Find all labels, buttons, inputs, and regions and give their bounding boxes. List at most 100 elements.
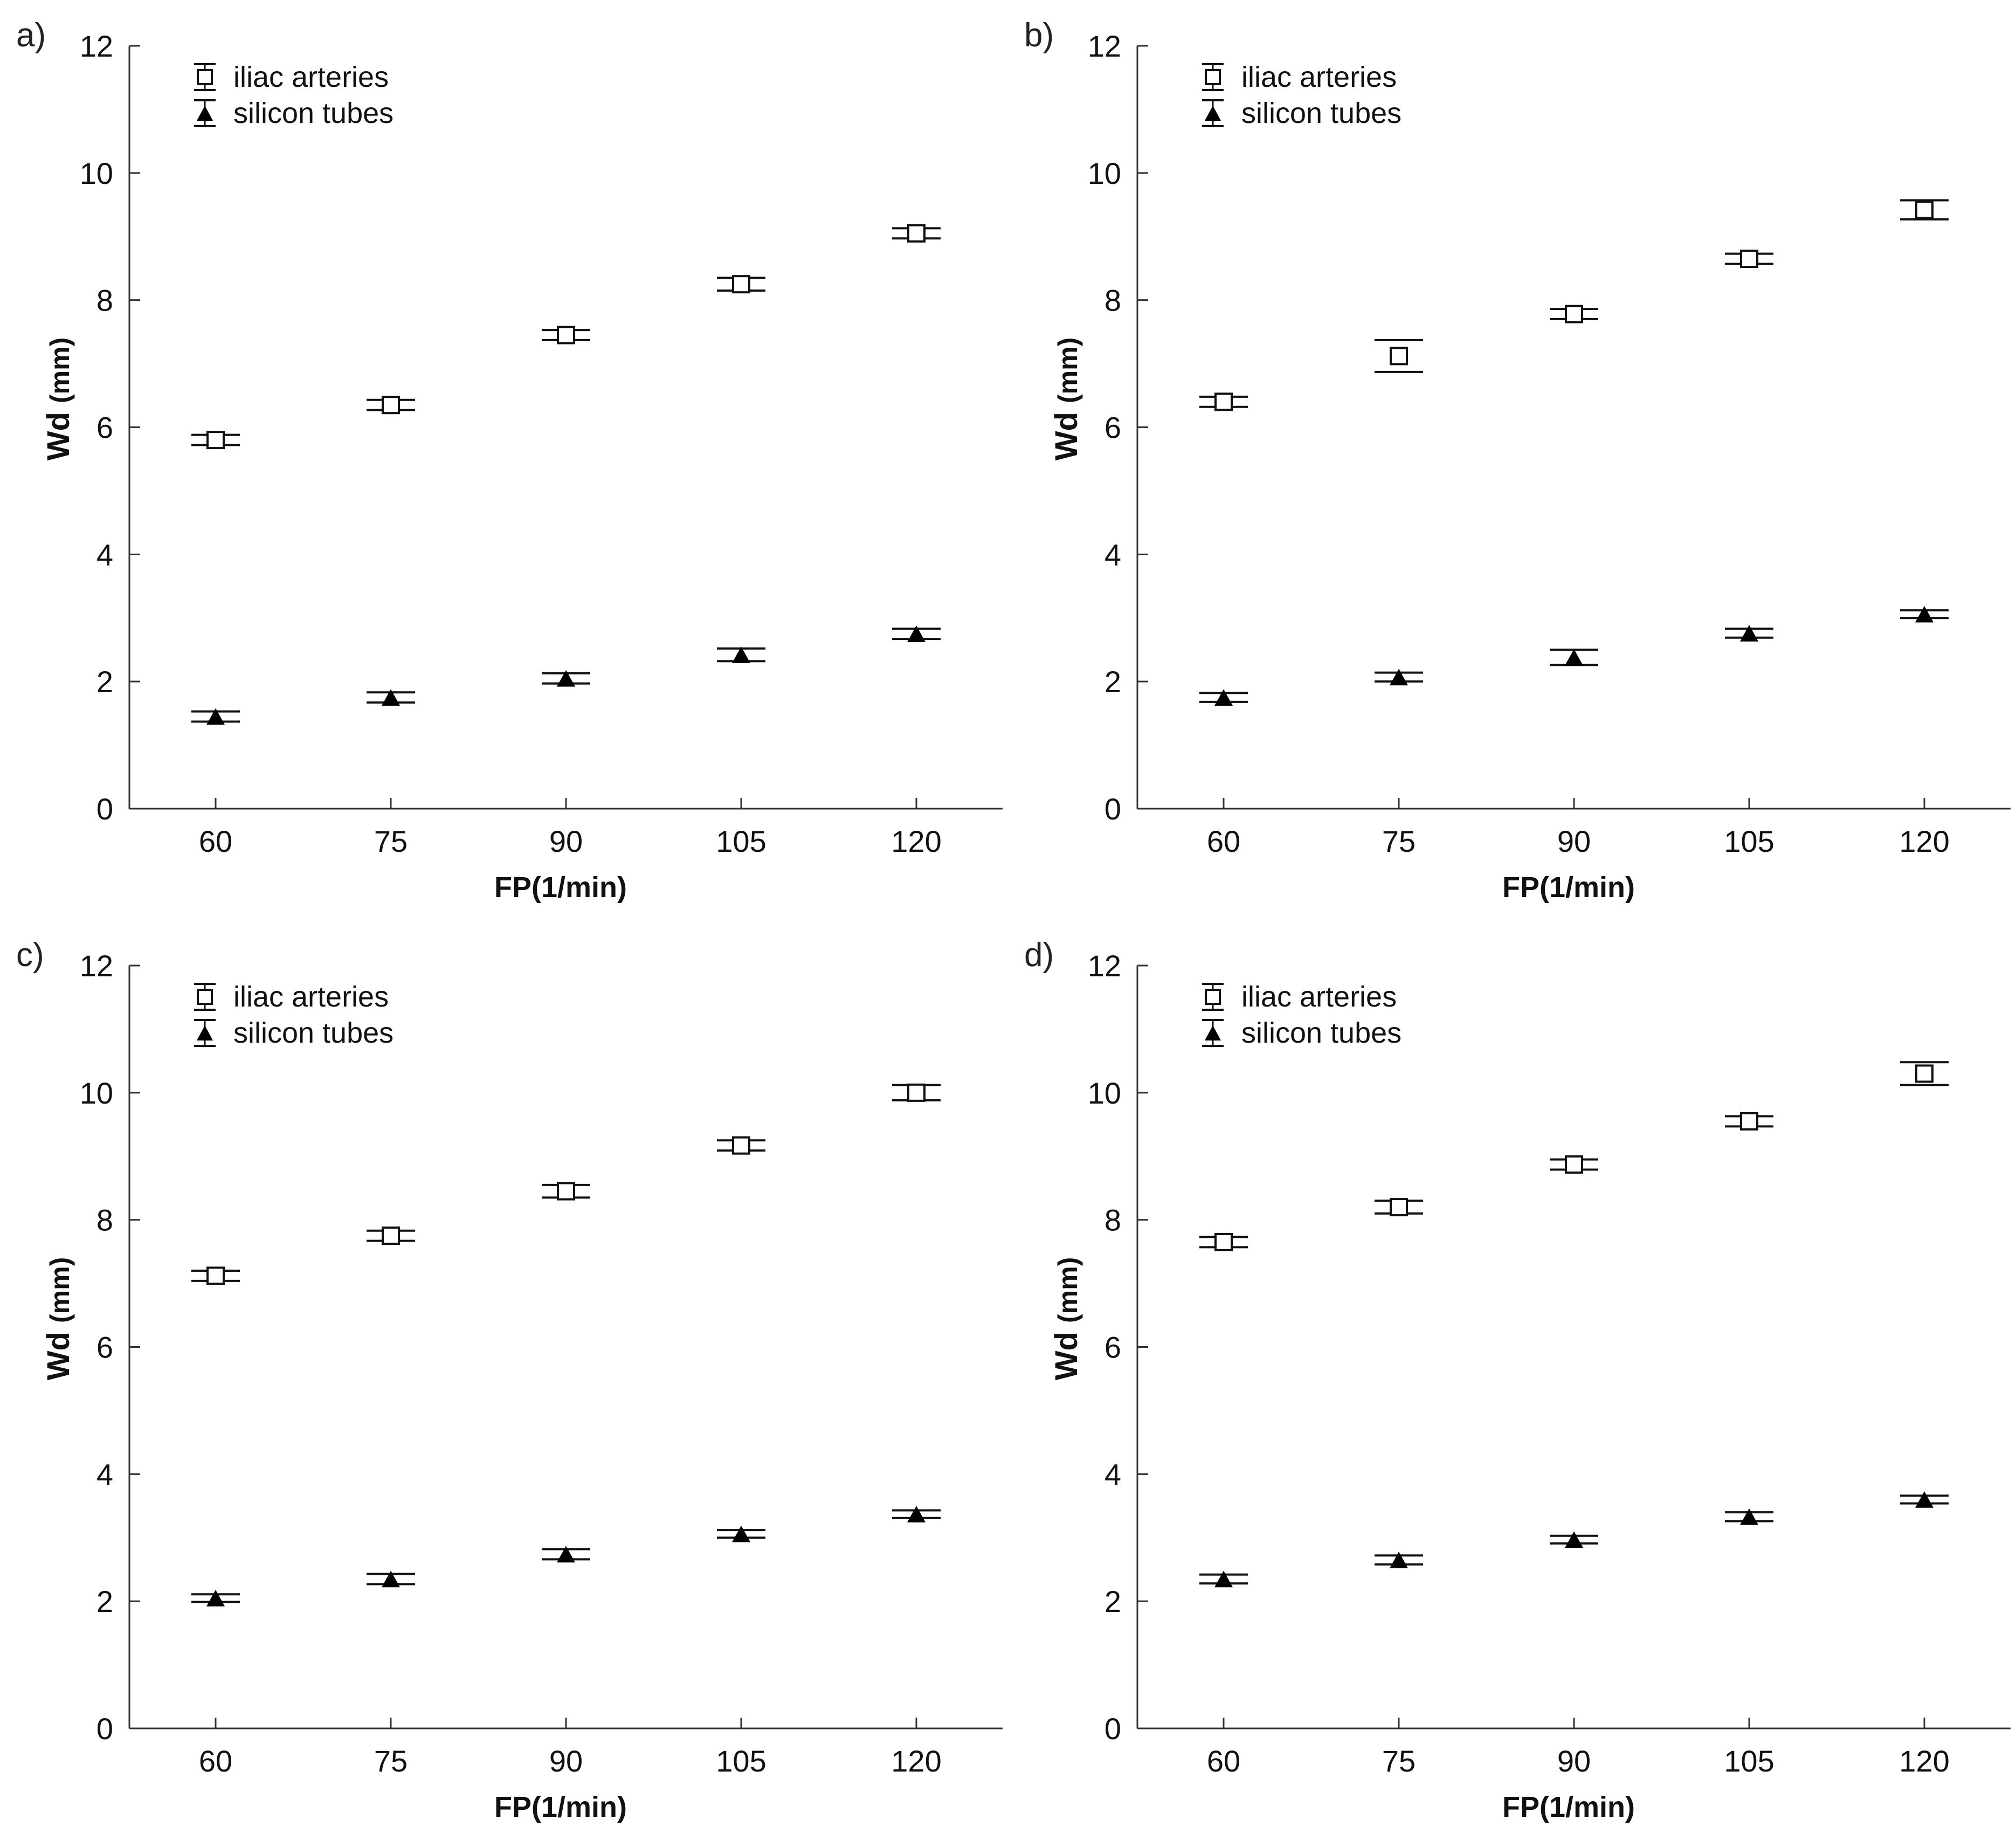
silicon-tubes-point <box>557 1546 575 1563</box>
iliac-arteries-point <box>907 224 926 243</box>
legend-filled-triangle <box>1205 1025 1221 1040</box>
y-tick-label: 0 <box>96 792 113 826</box>
silicon-tubes-point <box>907 1506 926 1522</box>
legend-marker-svg <box>194 1018 216 1047</box>
panel-label: b) <box>1024 17 1054 54</box>
x-tick-label: 90 <box>549 1744 583 1778</box>
silicon-tubes-point <box>206 1589 225 1607</box>
iliac-arteries-point <box>1565 305 1583 323</box>
x-tick-label: 105 <box>1724 1744 1774 1778</box>
y-tick-label: 4 <box>1104 1457 1121 1491</box>
y-tick-label: 0 <box>96 1712 113 1746</box>
y-tick-label: 12 <box>80 949 113 983</box>
y-tick-label: 10 <box>1088 156 1121 190</box>
x-tick-label: 60 <box>1207 1744 1240 1778</box>
y-tick-label: 12 <box>1088 949 1121 983</box>
panel-label: d) <box>1024 936 1054 974</box>
legend-item-iliac-arteries: iliac arteries <box>186 58 389 94</box>
panel-label: c) <box>16 936 44 974</box>
legend-label: silicon tubes <box>233 97 394 129</box>
iliac-arteries-point <box>1740 1112 1758 1131</box>
legend-item-iliac-arteries: iliac arteries <box>1194 978 1397 1014</box>
x-tick-label: 60 <box>199 824 232 858</box>
silicon-tubes-point <box>1915 1491 1934 1508</box>
iliac-arteries-point <box>1915 201 1934 219</box>
open-square-marker-icon <box>186 981 224 1013</box>
x-tick-label: 75 <box>1382 1744 1416 1778</box>
y-tick-label: 8 <box>1104 1203 1121 1237</box>
legend-marker-svg <box>1202 982 1224 1011</box>
legend-marker-svg <box>194 982 216 1011</box>
legend-label: iliac arteries <box>233 60 389 93</box>
filled-triangle-marker-icon <box>1194 97 1232 129</box>
x-tick-label: 105 <box>1724 824 1774 858</box>
silicon-tubes-point <box>732 646 750 663</box>
plot-area: 0 2 4 6 8 10 12 60 75 90 105 120 <box>80 949 1003 1778</box>
iliac-arteries-point <box>557 1182 575 1201</box>
legend-item-silicon-tubes: silicon tubes <box>1194 1014 1401 1050</box>
filled-triangle-marker-icon <box>1194 1017 1232 1049</box>
silicon-tubes-point <box>1390 669 1408 686</box>
y-tick-label: 8 <box>1104 284 1121 318</box>
legend-marker-svg <box>1202 1018 1224 1047</box>
y-tick-label: 2 <box>96 665 113 699</box>
iliac-arteries-point <box>382 396 400 415</box>
silicon-tubes-point <box>206 708 225 725</box>
x-tick-label: 75 <box>374 824 408 858</box>
legend-filled-triangle <box>197 105 213 121</box>
iliac-arteries-point <box>1214 392 1233 411</box>
legend-filled-triangle <box>1205 105 1221 121</box>
silicon-tubes-point <box>1740 625 1758 642</box>
legend-item-iliac-arteries: iliac arteries <box>1194 58 1397 94</box>
iliac-arteries-point <box>206 1266 225 1285</box>
iliac-arteries-point <box>1390 1198 1408 1217</box>
y-tick-label: 10 <box>80 156 113 190</box>
y-tick-label: 2 <box>96 1584 113 1618</box>
iliac-arteries-point <box>206 431 225 450</box>
x-tick-label: 90 <box>1557 824 1591 858</box>
plot-area: 0 2 4 6 8 10 12 60 75 90 105 120 <box>80 29 1003 858</box>
x-tick-label: 75 <box>374 1744 408 1778</box>
filled-triangle-marker-icon <box>186 1017 224 1049</box>
iliac-arteries-point <box>1565 1155 1583 1174</box>
chart-panel-b: b) 0 2 4 6 8 10 12 60 75 90 105 120 Wd (mm) FP(1/mi… <box>1008 0 2016 920</box>
y-tick-label: 8 <box>96 1203 113 1237</box>
y-axis-unit: (mm) <box>1053 1257 1083 1323</box>
chart-panel-d: d) 0 2 4 6 8 10 12 60 75 90 105 120 Wd (mm) FP(1/mi… <box>1008 920 2016 1839</box>
chart-panel-a: a) 0 2 4 6 8 10 12 60 75 90 105 120 Wd (mm) FP(1/mi… <box>0 0 1008 920</box>
y-tick-label: 0 <box>1104 792 1121 826</box>
legend-marker-svg <box>1202 99 1224 127</box>
panel-label: a) <box>16 17 46 54</box>
x-axis-label: FP(1/min) <box>1502 1791 1635 1823</box>
silicon-tubes-point <box>1214 689 1233 706</box>
silicon-tubes-point <box>382 689 400 706</box>
silicon-tubes-point <box>1565 1531 1583 1548</box>
legend-label: iliac arteries <box>1241 60 1397 93</box>
y-axis-title: Wd <box>41 1332 76 1381</box>
x-tick-label: 120 <box>1899 824 1949 858</box>
x-tick-label: 105 <box>716 824 766 858</box>
open-square-marker-icon <box>186 61 224 93</box>
y-tick-label: 10 <box>1088 1076 1121 1110</box>
y-tick-label: 6 <box>1104 411 1121 445</box>
x-axis-label: FP(1/min) <box>494 1791 627 1823</box>
iliac-arteries-point <box>1740 250 1758 268</box>
x-tick-label: 60 <box>1207 824 1240 858</box>
y-axis-title: Wd <box>1049 1332 1084 1381</box>
y-tick-label: 6 <box>1104 1331 1121 1365</box>
legend-label: silicon tubes <box>1241 1016 1402 1049</box>
y-axis-label: Wd (mm) <box>40 318 78 480</box>
silicon-tubes-point <box>1565 649 1583 666</box>
legend-label: silicon tubes <box>233 1016 394 1049</box>
plot-area: 0 2 4 6 8 10 12 60 75 90 105 120 <box>1088 29 2011 858</box>
iliac-arteries-point <box>732 275 750 294</box>
chart-panel-c: c) 0 2 4 6 8 10 12 60 75 90 105 120 Wd (mm) FP(1/mi… <box>0 920 1008 1839</box>
y-tick-label: 2 <box>1104 665 1121 699</box>
silicon-tubes-point <box>1740 1508 1758 1525</box>
silicon-tubes-point <box>557 670 575 687</box>
iliac-arteries-point <box>732 1136 750 1155</box>
y-tick-label: 4 <box>96 537 113 571</box>
x-tick-label: 90 <box>549 824 583 858</box>
y-tick-label: 6 <box>96 1331 113 1365</box>
